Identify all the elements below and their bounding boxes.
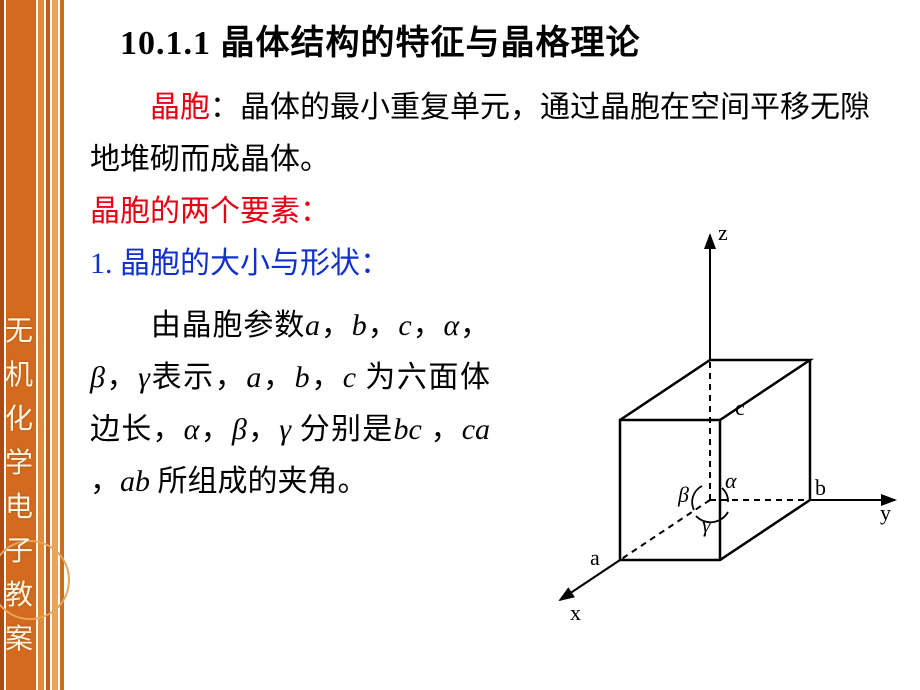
t-o: ， — [261, 361, 294, 394]
t-x: γ — [279, 413, 291, 446]
t-p: b — [295, 361, 310, 394]
label-z: z — [718, 220, 728, 245]
label-b: b — [815, 475, 826, 500]
t-e: ， — [367, 309, 399, 342]
paragraph-parameters: 由晶胞参数a，b，c，α，β，γ表示，a，b，c 为六面体边长，α，β，γ 分别… — [90, 300, 490, 508]
t-aa: ， — [422, 413, 462, 446]
label-alpha: α — [725, 468, 737, 493]
section-title: 10.1.1 晶体结构的特征与晶格理论 — [80, 10, 900, 82]
t-d: b — [352, 309, 367, 342]
t-m: 表示， — [150, 361, 246, 394]
t-u: ， — [199, 413, 231, 446]
label-x: x — [570, 600, 581, 625]
vt-1: 机 — [4, 354, 34, 398]
t-v: β — [232, 413, 247, 446]
label-y: y — [880, 500, 891, 525]
vt-2: 化 — [4, 398, 34, 442]
t-ac: ， — [90, 465, 120, 498]
label-a: a — [590, 545, 600, 570]
t-j: β — [90, 361, 105, 394]
t-w: ， — [247, 413, 279, 446]
vt-5: 子 — [4, 530, 34, 574]
t-ad: ab — [120, 465, 150, 498]
t-n: a — [246, 361, 261, 394]
t-k: ， — [105, 361, 138, 394]
t-z: bc — [393, 413, 421, 446]
paragraph-definition: 晶胞：晶体的最小重复单元，通过晶胞在空间平移无隙地堆砌而成晶体。 — [80, 82, 900, 186]
t-ab: ca — [462, 413, 490, 446]
t-i: ， — [459, 309, 490, 342]
t-a: 由晶胞参数 — [150, 309, 305, 342]
t-y: 分别是 — [291, 413, 393, 446]
slide-page: 无 机 化 学 电 子 教 案 10.1.1 晶体结构的特征与晶格理论 晶胞：晶… — [0, 0, 920, 690]
t-q: ， — [310, 361, 343, 394]
t-b: a — [305, 309, 320, 342]
vt-0: 无 — [4, 310, 34, 354]
t-l: γ — [138, 361, 150, 394]
label-beta: β — [677, 482, 689, 507]
vt-4: 电 — [4, 486, 34, 530]
left-decorative-stripes: 无 机 化 学 电 子 教 案 — [0, 0, 70, 690]
label-c: c — [735, 395, 745, 420]
t-r: c — [343, 361, 356, 394]
vt-6: 教 — [4, 574, 34, 618]
t-ae: 所组成的夹角。 — [150, 465, 368, 498]
t-f: c — [398, 309, 411, 342]
unit-cell-diagram: z y x a b c α β γ — [500, 220, 900, 640]
vt-7: 案 — [4, 618, 34, 662]
t-t: α — [184, 413, 200, 446]
label-gamma: γ — [702, 512, 712, 537]
term-red: 晶胞 — [150, 91, 210, 124]
sidebar-vertical-title: 无 机 化 学 电 子 教 案 — [4, 310, 34, 662]
lower-section: 由晶胞参数a，b，c，α，β，γ表示，a，b，c 为六面体边长，α，β，γ 分别… — [80, 300, 910, 680]
t-c: ， — [320, 309, 352, 342]
t-g: ， — [412, 309, 444, 342]
vt-3: 学 — [4, 442, 34, 486]
t-h: α — [443, 309, 459, 342]
